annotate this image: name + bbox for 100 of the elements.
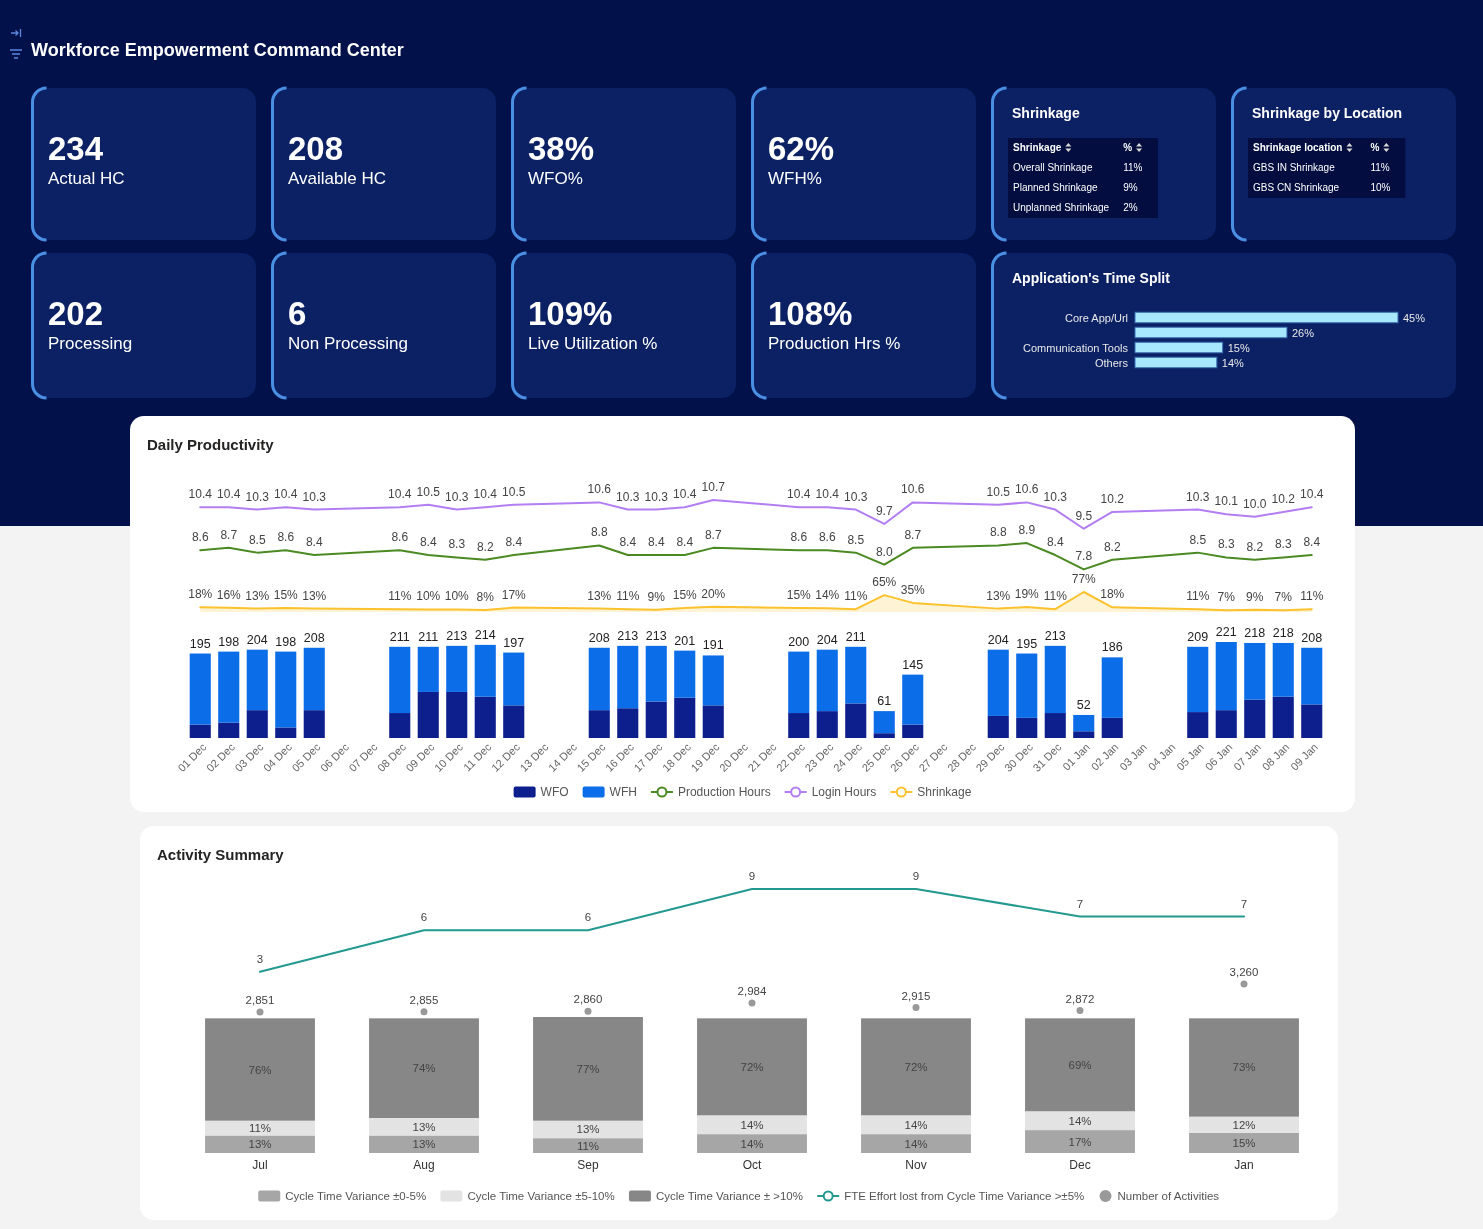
data-label: 7 xyxy=(1240,897,1248,910)
bar xyxy=(417,646,439,692)
data-label: 8.6 xyxy=(818,530,836,545)
data-label: 76% xyxy=(248,1063,272,1076)
bar xyxy=(369,1135,479,1153)
bar xyxy=(205,1135,315,1153)
bar xyxy=(702,705,724,738)
bar xyxy=(246,710,268,738)
data-label: 8.2 xyxy=(1246,539,1264,554)
data-label: 14% xyxy=(740,1137,764,1150)
category-label: Production Hrs % xyxy=(768,334,901,353)
bar xyxy=(1187,712,1209,738)
bar xyxy=(1189,1132,1299,1153)
bar xyxy=(1073,731,1095,738)
text: Shrinkage xyxy=(1013,142,1062,153)
text: 208 xyxy=(288,130,344,167)
data-label: 10.4 xyxy=(673,487,697,502)
data-label: 8.6 xyxy=(790,530,808,545)
chart-title: Activity Summary xyxy=(157,846,285,863)
bar xyxy=(845,703,867,738)
annotation: 211 xyxy=(389,629,410,644)
data-label: 10% xyxy=(444,589,470,604)
data-label: 8.3 xyxy=(448,537,466,552)
bar xyxy=(205,1018,315,1121)
annotation: 218 xyxy=(1244,625,1266,640)
annotation: 145 xyxy=(902,657,924,672)
point xyxy=(1076,1007,1084,1015)
bar xyxy=(189,724,211,738)
data-label: 74% xyxy=(412,1062,436,1075)
data-label: 10.4 xyxy=(274,487,298,502)
y-tick-label: Others xyxy=(1094,356,1129,369)
data-label: 9% xyxy=(1246,589,1264,604)
category-label: Unplanned Shrinkage xyxy=(1013,202,1110,213)
text: 10% xyxy=(1370,182,1391,193)
data-label: 14% xyxy=(904,1137,928,1150)
data-label: 15% xyxy=(786,588,812,603)
bar xyxy=(788,713,810,738)
data-label: 8.4 xyxy=(505,535,523,550)
bar xyxy=(303,710,325,738)
bar xyxy=(369,1018,479,1118)
category-label: Actual HC xyxy=(48,169,125,188)
data-label: 13% xyxy=(412,1120,436,1133)
annotation: 208 xyxy=(1301,630,1323,645)
category-label: GBS IN Shrinkage xyxy=(1253,162,1336,173)
text: 6 xyxy=(288,295,307,332)
bar xyxy=(1301,704,1323,738)
bar xyxy=(275,727,297,738)
annotation: 186 xyxy=(1101,640,1123,655)
data-label: 72% xyxy=(740,1060,764,1073)
data-label: 69% xyxy=(1068,1058,1092,1071)
text: 11% xyxy=(1370,162,1390,173)
text: % xyxy=(1370,142,1380,153)
bar xyxy=(446,691,468,738)
bar xyxy=(189,653,211,725)
bar xyxy=(1272,642,1294,697)
x-tick-label: Jan xyxy=(1234,1158,1254,1172)
legend-label: Number of Activities xyxy=(1117,1190,1220,1202)
x-tick-label: Aug xyxy=(413,1158,435,1172)
data-label: 14% xyxy=(904,1118,928,1131)
text: Shrinkage location xyxy=(1253,142,1343,153)
data-label: 10.3 xyxy=(644,489,669,504)
bar xyxy=(1025,1111,1135,1131)
bar xyxy=(218,722,240,738)
bar xyxy=(1215,642,1237,711)
data-label: 10.3 xyxy=(1043,489,1068,504)
data-label: 10.6 xyxy=(901,482,925,497)
data-label: 11% xyxy=(844,589,868,604)
data-label: 8.6 xyxy=(277,530,295,545)
point xyxy=(1240,980,1248,988)
bar xyxy=(503,705,525,738)
annotation: 211 xyxy=(845,629,866,644)
data-label: 8.4 xyxy=(305,535,323,550)
data-label: 10.3 xyxy=(302,489,327,504)
bar xyxy=(533,1138,643,1153)
data-label: 10.4 xyxy=(388,487,412,502)
bar xyxy=(1134,326,1288,339)
bar xyxy=(446,645,468,692)
data-label: 14% xyxy=(740,1118,764,1131)
data-label: 7% xyxy=(1217,590,1236,605)
legend-label: FTE Effort lost from Cycle Time Variance >±5% xyxy=(844,1190,1085,1202)
bar xyxy=(816,649,838,712)
data-label: 13% xyxy=(986,588,1011,603)
bar xyxy=(861,1134,971,1153)
bar xyxy=(1189,1116,1299,1133)
data-label: 11% xyxy=(1043,589,1068,604)
annotation: 200 xyxy=(788,634,810,649)
data-label: 20% xyxy=(701,586,726,601)
text: Workforce Empowerment Command Center xyxy=(31,40,404,60)
annotation: 197 xyxy=(503,635,525,650)
data-label: 8.0 xyxy=(875,544,893,559)
data-label: 10.4 xyxy=(473,487,498,502)
annotation: 213 xyxy=(617,628,639,643)
annotation: 204 xyxy=(816,632,838,647)
data-label: 8.4 xyxy=(647,535,665,550)
data-label: 11% xyxy=(388,589,412,604)
data-label: 13% xyxy=(412,1138,436,1151)
bar xyxy=(1272,696,1294,738)
legend-label: Shrinkage xyxy=(917,785,972,799)
bar xyxy=(697,1134,807,1153)
annotation: 52 xyxy=(1076,697,1091,712)
